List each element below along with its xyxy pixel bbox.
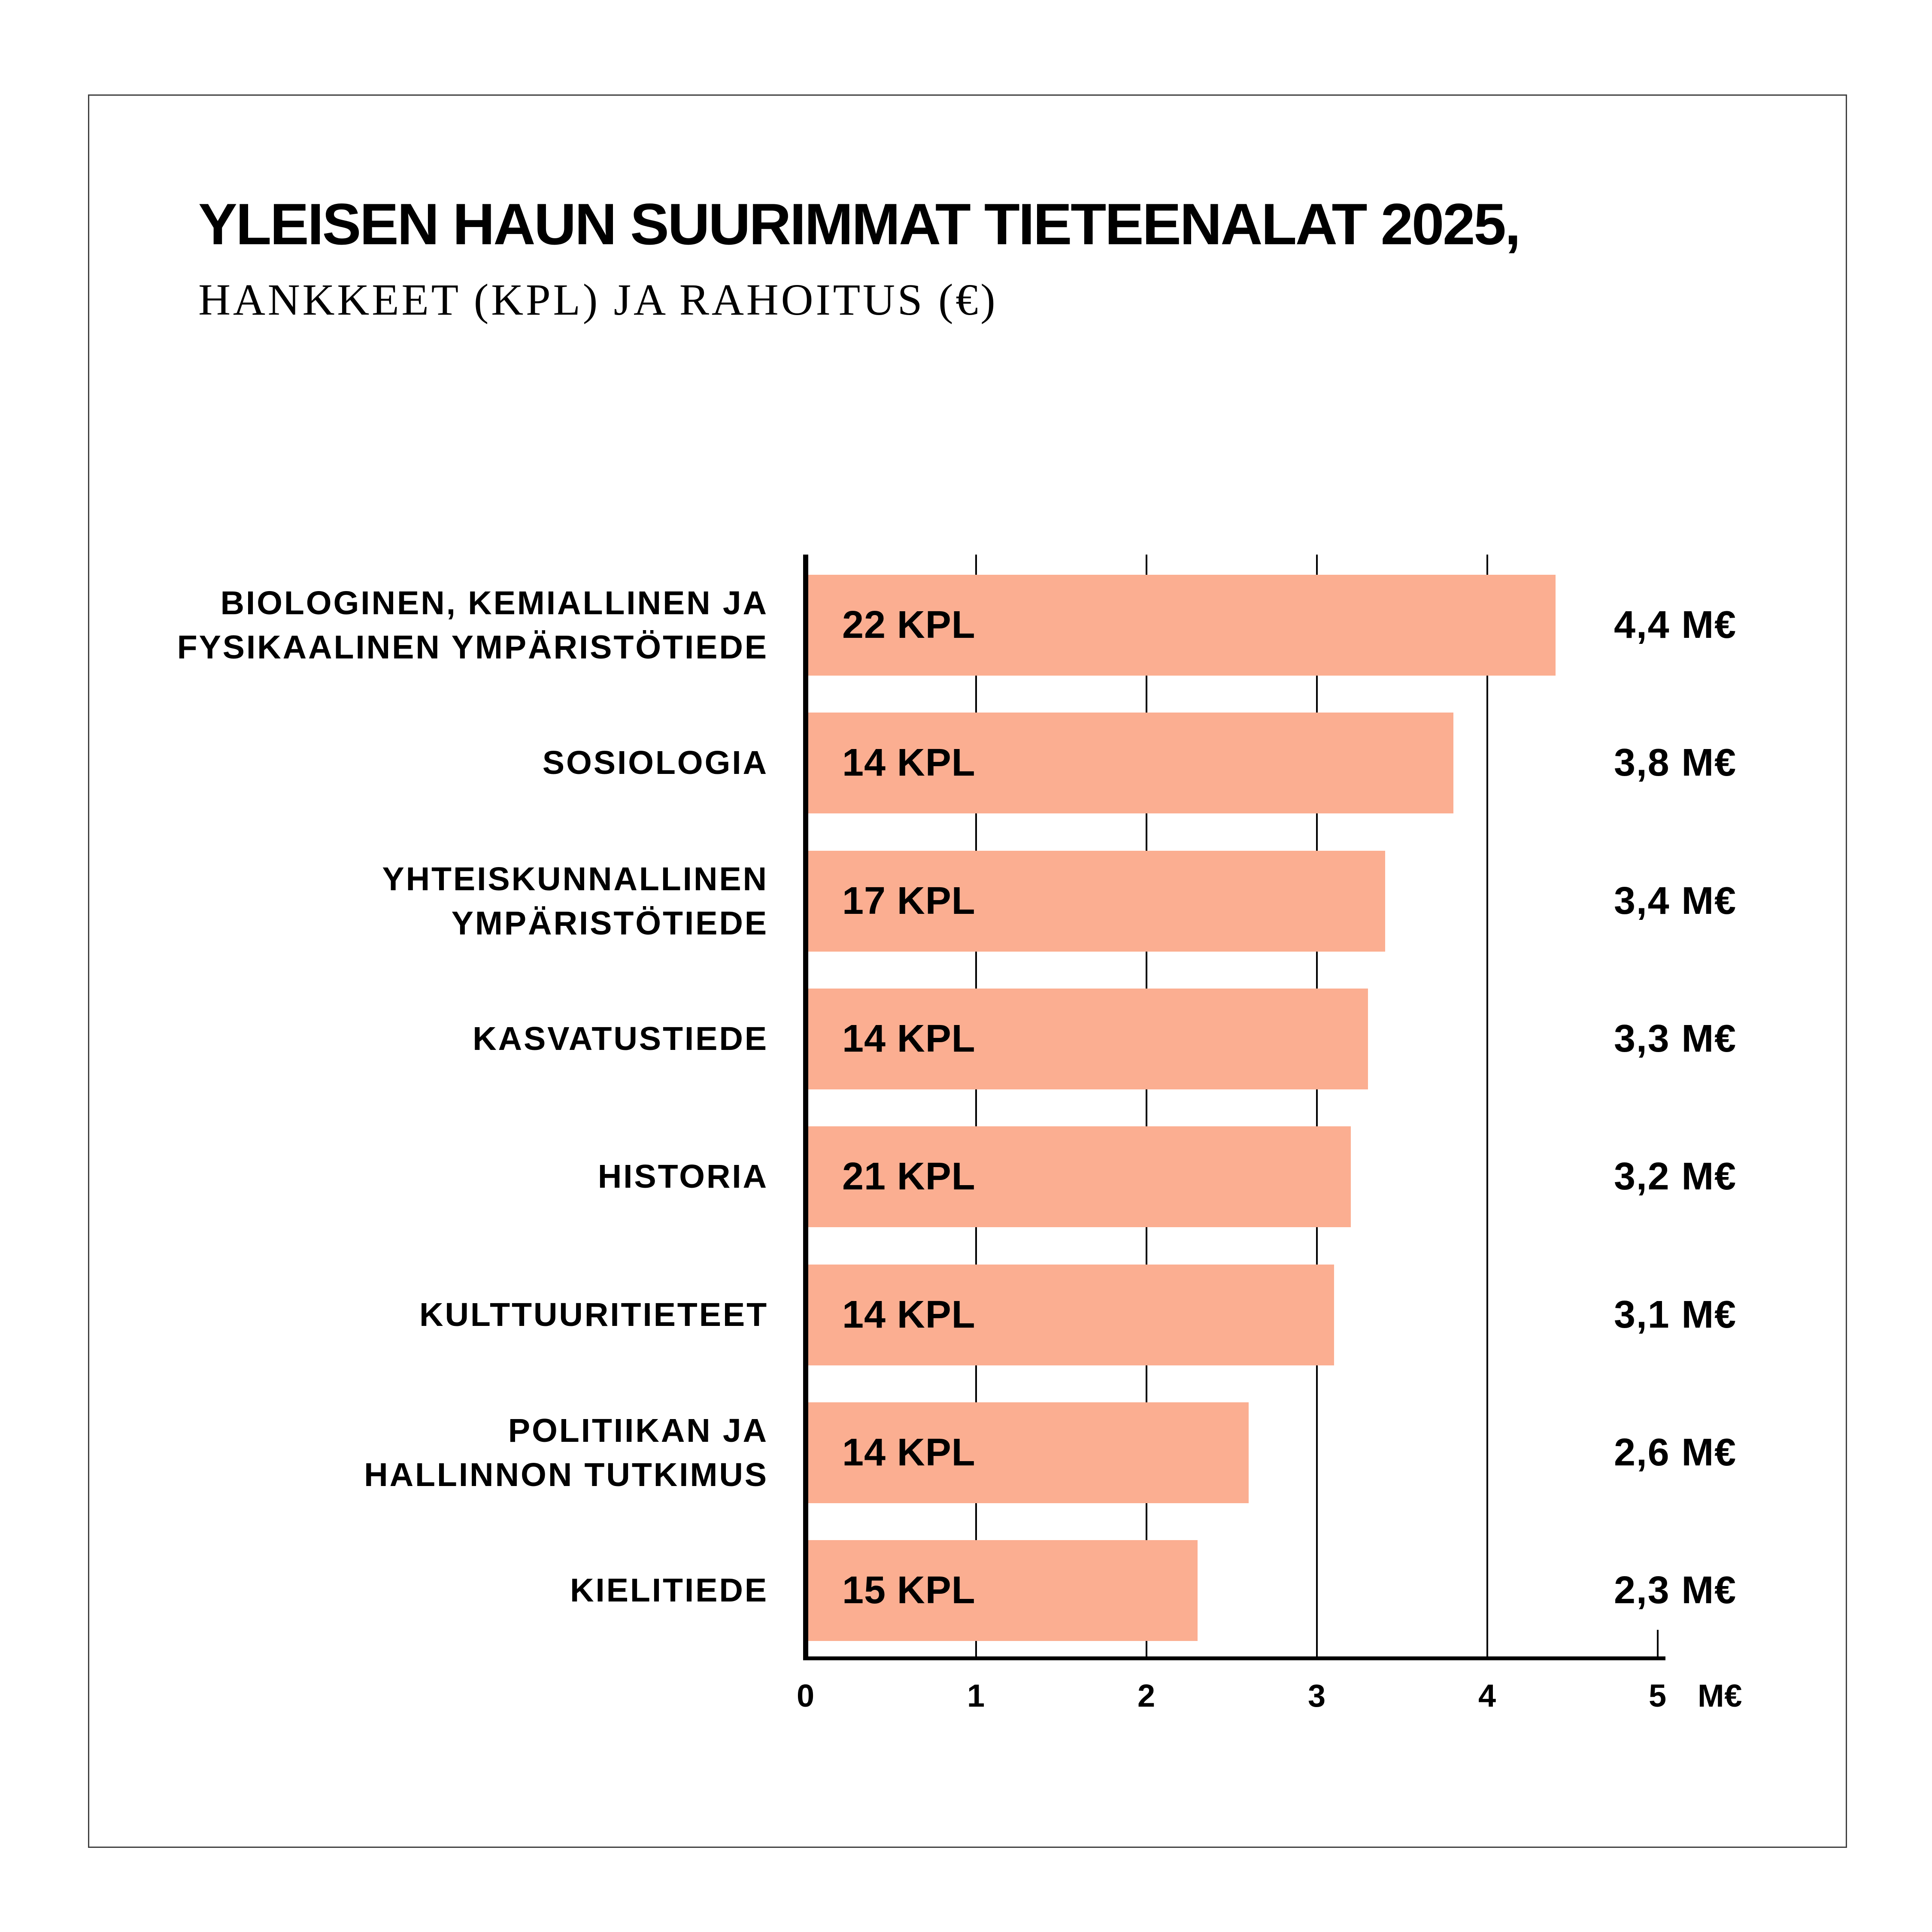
x-tick-label-0: 0 — [797, 1678, 815, 1714]
category-label: YHTEISKUNNALLINEN YMPÄRISTÖTIEDE — [103, 851, 768, 952]
category-label: HISTORIA — [103, 1126, 768, 1227]
funding-value-label: 2,6 M€ — [1614, 1431, 1737, 1474]
bar-kpl-label: 14 KPL — [842, 1017, 976, 1060]
funding-value-label: 2,3 M€ — [1614, 1569, 1737, 1612]
chart-title-line1: YLEISEN HAUN SUURIMMAT TIETEENALAT 2025, — [198, 191, 1521, 257]
funding-value-label: 3,1 M€ — [1614, 1293, 1737, 1336]
y-axis-line — [803, 555, 808, 1660]
x-axis-unit-label: M€ — [1698, 1678, 1743, 1714]
category-label: BIOLOGINEN, KEMIALLINEN JA FYSIKAALINEN Y… — [103, 575, 768, 676]
bar-3 — [808, 851, 1385, 952]
funding-value-label: 3,8 M€ — [1614, 741, 1737, 784]
x-tick-label-3: 3 — [1308, 1678, 1326, 1714]
category-label-line: HISTORIA — [597, 1158, 768, 1195]
category-label-line: YMPÄRISTÖTIEDE — [451, 904, 768, 942]
x-tick-label-4: 4 — [1478, 1678, 1496, 1714]
category-label-line: HALLINNON TUTKIMUS — [364, 1456, 768, 1493]
chart-title-line2: HANKKEET (KPL) JA RAHOITUS (€) — [198, 275, 998, 325]
bar-6 — [808, 1265, 1334, 1365]
gridline-2 — [1146, 555, 1147, 1656]
category-label-line: KULTTUURITIETEET — [419, 1296, 768, 1333]
x-axis-line — [803, 1656, 1665, 1660]
bar-kpl-label: 15 KPL — [842, 1569, 976, 1612]
axis-end-tick — [1657, 1630, 1659, 1656]
category-label: SOSIOLOGIA — [103, 713, 768, 813]
category-label: POLITIIKAN JA HALLINNON TUTKIMUS — [103, 1402, 768, 1503]
category-label-line: BIOLOGINEN, KEMIALLINEN JA — [220, 584, 768, 622]
category-label: KIELITIEDE — [103, 1540, 768, 1641]
x-tick-label-1: 1 — [967, 1678, 985, 1714]
funding-value-label: 4,4 M€ — [1614, 604, 1737, 646]
bar-kpl-label: 14 KPL — [842, 741, 976, 784]
funding-value-label: 3,4 M€ — [1614, 880, 1737, 922]
bar-2 — [808, 713, 1453, 813]
bar-8 — [808, 1540, 1198, 1641]
x-tick-label-5: 5 — [1649, 1678, 1667, 1714]
funding-value-label: 3,3 M€ — [1614, 1017, 1737, 1060]
category-label-line: POLITIIKAN JA — [508, 1412, 768, 1449]
category-label-line: FYSIKAALINEN YMPÄRISTÖTIEDE — [177, 628, 768, 666]
gridline-1 — [975, 555, 977, 1656]
gridline-4 — [1486, 555, 1488, 1656]
bar-4 — [808, 989, 1368, 1089]
category-label: KASVATUSTIEDE — [103, 989, 768, 1089]
funding-value-label: 3,2 M€ — [1614, 1155, 1737, 1198]
category-label-line: YHTEISKUNNALLINEN — [382, 860, 768, 898]
bar-kpl-label: 14 KPL — [842, 1293, 976, 1336]
bar-5 — [808, 1126, 1351, 1227]
category-label: KULTTUURITIETEET — [103, 1265, 768, 1365]
bar-1 — [808, 575, 1556, 676]
x-tick-label-2: 2 — [1137, 1678, 1156, 1714]
category-label-line: KIELITIEDE — [570, 1572, 768, 1609]
bar-kpl-label: 14 KPL — [842, 1431, 976, 1474]
bar-kpl-label: 21 KPL — [842, 1155, 976, 1198]
gridline-3 — [1316, 555, 1318, 1656]
category-label-line: SOSIOLOGIA — [542, 744, 768, 781]
bar-7 — [808, 1402, 1249, 1503]
bar-kpl-label: 17 KPL — [842, 880, 976, 922]
bar-kpl-label: 22 KPL — [842, 604, 976, 646]
category-label-line: KASVATUSTIEDE — [473, 1020, 768, 1057]
